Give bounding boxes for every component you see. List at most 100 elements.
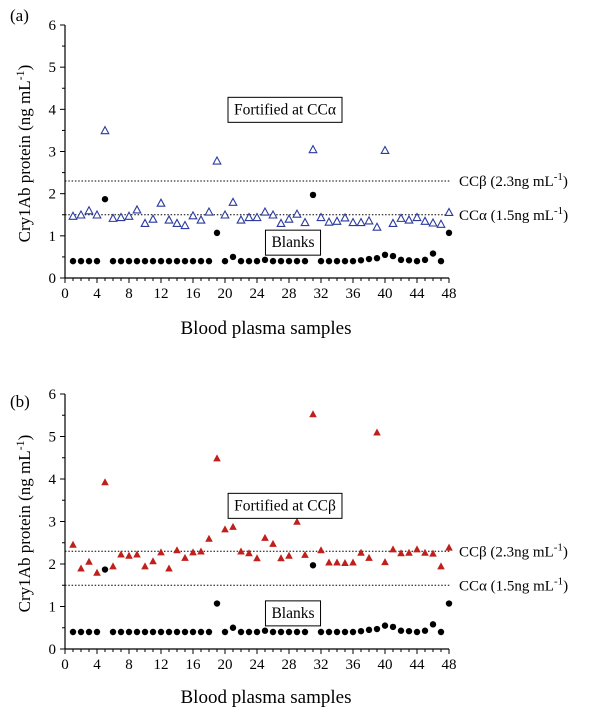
data-point — [165, 628, 173, 636]
data-point — [349, 628, 357, 636]
data-point — [397, 627, 405, 634]
data-point — [301, 257, 309, 265]
data-point — [388, 218, 398, 227]
data-point — [149, 628, 157, 636]
data-point — [325, 257, 333, 265]
data-point — [268, 209, 278, 219]
data-point — [109, 257, 117, 265]
data-point — [148, 214, 158, 223]
panel-label: (b) — [10, 392, 30, 411]
x-tick-label: 48 — [442, 286, 457, 302]
data-point — [205, 628, 213, 636]
reference-line-label: CCα (1.5ng mL-1) — [459, 205, 568, 224]
data-point — [197, 547, 205, 555]
data-point — [260, 206, 270, 216]
panel-label: (a) — [10, 6, 29, 25]
data-point — [93, 257, 101, 265]
data-point — [405, 548, 413, 556]
data-point — [165, 564, 173, 572]
data-point — [309, 410, 317, 418]
data-point — [341, 257, 349, 265]
data-point — [245, 549, 253, 557]
data-point — [141, 628, 149, 636]
data-point — [189, 628, 197, 636]
data-point — [221, 525, 229, 533]
x-tick-label: 48 — [442, 657, 457, 673]
data-point — [213, 229, 221, 237]
y-tick-label: 4 — [49, 102, 57, 118]
data-point — [228, 197, 238, 206]
data-point — [69, 540, 77, 548]
data-point — [397, 256, 405, 264]
data-point — [181, 553, 189, 561]
data-point — [165, 257, 173, 265]
y-tick-label: 2 — [49, 557, 57, 573]
data-point — [364, 215, 374, 225]
data-point — [413, 545, 421, 553]
x-tick-label: 40 — [378, 657, 393, 673]
y-tick-label: 1 — [49, 229, 57, 245]
data-point — [212, 155, 222, 165]
data-point — [133, 257, 141, 265]
data-point — [205, 534, 213, 542]
data-point — [140, 218, 150, 227]
data-point — [269, 628, 277, 636]
data-point — [285, 628, 293, 636]
data-point — [69, 257, 77, 265]
data-point — [437, 562, 445, 570]
data-point — [381, 558, 389, 566]
data-point — [237, 547, 245, 555]
data-point — [373, 428, 381, 436]
x-tick-label: 36 — [346, 657, 362, 673]
x-tick-label: 28 — [282, 286, 297, 302]
data-point — [164, 214, 174, 224]
y-tick-label: 6 — [49, 387, 57, 403]
data-point — [229, 253, 237, 261]
data-point — [125, 551, 133, 559]
data-point — [317, 628, 325, 636]
data-point — [308, 144, 318, 154]
data-point — [277, 554, 285, 562]
data-point — [437, 257, 445, 265]
data-point — [77, 257, 85, 265]
data-point — [301, 628, 309, 636]
data-point — [445, 229, 453, 237]
data-point — [428, 217, 438, 227]
data-point — [293, 517, 301, 525]
data-point — [349, 257, 357, 265]
x-tick-label: 24 — [250, 657, 266, 673]
x-tick-label: 4 — [93, 286, 101, 302]
data-point — [261, 533, 269, 541]
data-point — [317, 257, 325, 265]
data-point — [317, 546, 325, 554]
annotation-box — [227, 492, 343, 519]
y-tick-label: 1 — [49, 600, 57, 616]
data-point — [197, 628, 205, 636]
y-tick-label: 5 — [49, 60, 57, 76]
series-1 — [69, 191, 453, 265]
data-point — [437, 628, 445, 636]
data-point — [436, 219, 446, 228]
data-point — [109, 628, 117, 636]
data-point — [101, 195, 109, 203]
data-point — [188, 210, 198, 220]
data-point — [365, 626, 373, 634]
data-point — [101, 566, 109, 573]
data-point — [156, 198, 166, 207]
annotation-text: Blanks — [271, 234, 314, 251]
data-point — [116, 212, 126, 222]
data-point — [117, 257, 125, 265]
data-point — [204, 206, 214, 216]
annotation-box — [264, 600, 322, 627]
data-point — [101, 478, 109, 486]
data-point — [189, 548, 197, 556]
x-tick-label: 44 — [410, 286, 426, 302]
x-tick-label: 16 — [186, 657, 202, 673]
data-point — [149, 557, 157, 565]
data-point — [397, 549, 405, 557]
y-tick-label: 0 — [49, 271, 57, 287]
data-point — [348, 217, 358, 227]
data-point — [244, 212, 254, 222]
